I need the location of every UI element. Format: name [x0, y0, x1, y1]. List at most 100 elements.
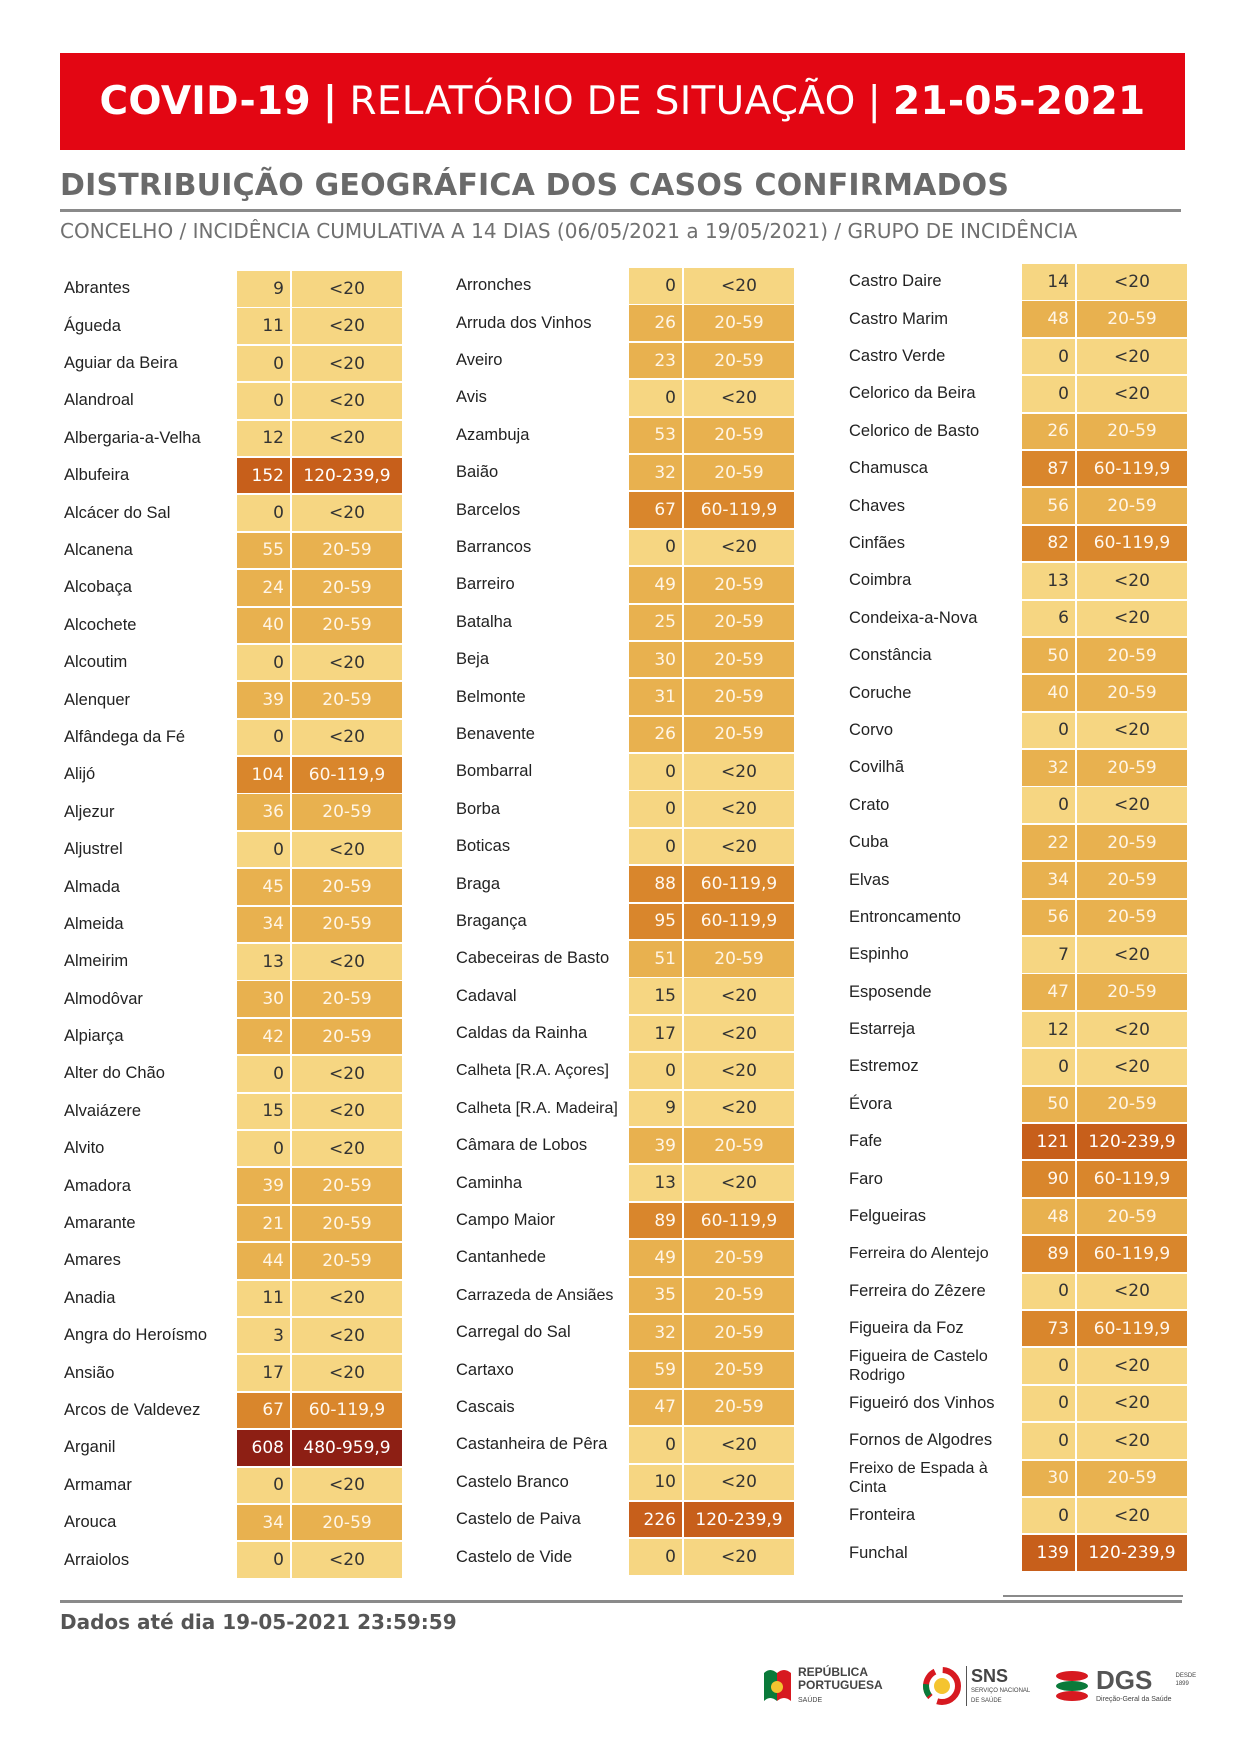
incidence-group: 60-119,9: [1077, 1161, 1187, 1197]
incidence-group: 20-59: [292, 607, 402, 644]
incidence-value: 47: [1022, 974, 1075, 1010]
incidence-value: 56: [1022, 899, 1075, 936]
incidence-value: 67: [629, 492, 682, 528]
incidence-group: <20: [292, 831, 402, 868]
municipality-name: Ferreira do Zêzere: [849, 1281, 986, 1300]
incidence-group: <20: [684, 268, 794, 304]
incidence-value: 3: [237, 1317, 290, 1354]
incidence-group: 20-59: [684, 305, 794, 341]
municipality-name: Benavente: [456, 724, 535, 743]
municipality-name: Castro Verde: [849, 347, 946, 366]
table-row: Figueira de Castelo Rodrigo 0 <20: [845, 1348, 1187, 1384]
table-row: Covilhã 32 20-59: [845, 750, 1187, 786]
incidence-value: 6: [1022, 600, 1075, 637]
table-column-1: Abrantes 9 <20 Águeda 11 <20 Aguiar da Beira 0 <…: [60, 271, 402, 1580]
table-row: Carrazeda de Ansiães 35 20-59: [452, 1277, 794, 1314]
sns-title: SNS: [971, 1666, 1009, 1686]
incidence-group: 60-119,9: [1077, 525, 1187, 562]
municipality-name: Chaves: [849, 496, 905, 515]
incidence-value: 0: [629, 1539, 682, 1575]
incidence-group: <20: [292, 1280, 402, 1317]
incidence-group: <20: [684, 380, 794, 416]
incidence-value: 13: [629, 1165, 682, 1201]
table-row: Cascais 47 20-59: [452, 1389, 794, 1426]
incidence-group: <20: [1077, 1385, 1187, 1422]
incidence-value: 45: [237, 869, 290, 905]
incidence-group: 20-59: [684, 1389, 794, 1426]
section-subtitle: CONCELHO / INCIDÊNCIA CUMULATIVA A 14 DI…: [60, 219, 1078, 243]
municipality-name: Alcochete: [64, 615, 137, 634]
incidence-group: 20-59: [292, 794, 402, 830]
municipality-name: Aljezur: [64, 802, 115, 821]
incidence-group: <20: [1077, 264, 1187, 300]
incidence-group: 60-119,9: [684, 492, 794, 528]
incidence-group: <20: [292, 1056, 402, 1092]
incidence-group: <20: [292, 271, 402, 307]
table-row: Crato 0 <20: [845, 787, 1187, 823]
incidence-group: 60-119,9: [1077, 450, 1187, 487]
incidence-value: 26: [629, 305, 682, 341]
municipality-name: Calheta [R.A. Açores]: [456, 1062, 609, 1080]
incidence-group: <20: [1077, 1049, 1187, 1085]
incidence-group: 60-119,9: [1077, 1310, 1187, 1347]
table-row: Fafe 121 120-239,9: [845, 1123, 1187, 1160]
incidence-group: 20-59: [684, 1277, 794, 1314]
municipality-name: Cadaval: [456, 986, 517, 1005]
incidence-group: 20-59: [1077, 824, 1187, 861]
municipality-name: Constância: [849, 646, 932, 665]
table-row: Águeda 11 <20: [60, 308, 402, 344]
incidence-group: <20: [684, 1427, 794, 1463]
table-row: Coimbra 13 <20: [845, 563, 1187, 599]
table-row: Figueiró dos Vinhos 0 <20: [845, 1385, 1187, 1422]
municipality-name: Alcácer do Sal: [64, 503, 171, 522]
incidence-value: 88: [629, 866, 682, 902]
incidence-value: 0: [629, 380, 682, 416]
incidence-value: 121: [1022, 1123, 1075, 1160]
municipality-name: Castelo Branco: [456, 1472, 569, 1491]
table-row: Alter do Chão 0 <20: [60, 1056, 402, 1092]
table-row: Beja 30 20-59: [452, 641, 794, 678]
incidence-group: <20: [292, 719, 402, 756]
incidence-group: <20: [684, 1165, 794, 1201]
table-row: Barreiro 49 20-59: [452, 567, 794, 603]
table-row: Bragança 95 60-119,9: [452, 903, 794, 940]
banner-separator: |: [322, 79, 338, 124]
municipality-name: Cinfães: [849, 533, 905, 552]
incidence-value: 24: [237, 570, 290, 606]
municipality-name: Alter do Chão: [64, 1064, 165, 1083]
municipality-name: Alcoutim: [64, 653, 128, 672]
municipality-name: Almeida: [64, 914, 124, 933]
incidence-group: <20: [1077, 1423, 1187, 1459]
municipality-name: Évora: [849, 1094, 893, 1113]
table-row: Entroncamento 56 20-59: [845, 899, 1187, 936]
incidence-value: 15: [629, 978, 682, 1014]
table-row: Ferreira do Zêzere 0 <20: [845, 1273, 1187, 1310]
municipality-name: Alpiarça: [64, 1027, 124, 1046]
municipality-name: Celorico da Beira: [849, 384, 976, 403]
municipality-name: Angra do Heroísmo: [64, 1326, 208, 1345]
incidence-value: 10: [629, 1464, 682, 1500]
table-row: Arruda dos Vinhos 26 20-59: [452, 305, 794, 341]
incidence-value: 0: [1022, 338, 1075, 375]
table-row: Aljezur 36 20-59: [60, 794, 402, 830]
incidence-group: <20: [1077, 1011, 1187, 1048]
incidence-group: <20: [292, 944, 402, 980]
municipality-name: Alijó: [64, 765, 96, 784]
incidence-group: <20: [1077, 563, 1187, 599]
republica-portuguesa-logo: REPÚBLICA PORTUGUESA SAÚDE: [760, 1666, 883, 1707]
incidence-value: 35: [629, 1277, 682, 1314]
incidence-value: 0: [1022, 787, 1075, 823]
municipality-name: Alcobaça: [64, 578, 132, 597]
table-row: Cabeceiras de Basto 51 20-59: [452, 941, 794, 977]
table-row: Caldas da Rainha 17 <20: [452, 1015, 794, 1052]
municipality-name: Avis: [456, 388, 487, 407]
table-row: Constância 50 20-59: [845, 637, 1187, 674]
incidence-value: 56: [1022, 488, 1075, 524]
table-row: Borba 0 <20: [452, 791, 794, 827]
incidence-group: <20: [292, 1093, 402, 1130]
table-row: Elvas 34 20-59: [845, 862, 1187, 898]
incidence-value: 0: [237, 495, 290, 531]
data-cutoff-note: Dados até dia 19-05-2021 23:59:59: [60, 1610, 457, 1634]
incidence-group: 20-59: [1077, 1086, 1187, 1123]
table-row: Esposende 47 20-59: [845, 974, 1187, 1010]
